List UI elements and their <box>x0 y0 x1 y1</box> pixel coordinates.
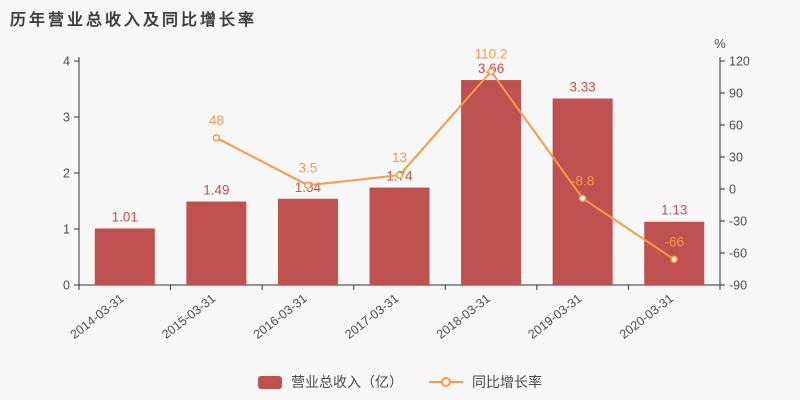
legend-label: 同比增长率 <box>472 374 542 390</box>
chart-svg: 0 1 2 3 4 120 90 60 30 0 -30 -60 -90% 2014-03-31 2015-… <box>63 36 750 342</box>
bar-value-label: 1.01 <box>112 209 138 224</box>
bar-value-label: 1.13 <box>661 203 687 218</box>
line-dot-icon <box>429 376 463 389</box>
revenue-bar[interactable] <box>277 198 338 285</box>
left-axis-tick-label: 2 <box>63 167 70 181</box>
line-value-label: -66 <box>664 234 684 249</box>
right-axis-tick-label: -60 <box>729 247 747 261</box>
left-axis-tick-label: 1 <box>63 223 70 237</box>
growth-line-point[interactable] <box>670 255 678 264</box>
right-axis-tick-label: 90 <box>729 87 743 101</box>
legend-item-revenue[interactable]: 营业总收入（亿） <box>258 372 403 392</box>
bar-value-label: 3.33 <box>570 80 596 95</box>
x-axis-category-label: 2018-03-31 <box>434 291 493 341</box>
growth-line <box>215 70 675 261</box>
right-axis-tick-label: -30 <box>729 215 747 229</box>
legend-item-growth[interactable]: 同比增长率 <box>429 372 542 392</box>
right-axis-tick-label: 30 <box>729 151 743 165</box>
left-axis-tick-label: 3 <box>63 111 70 125</box>
x-axis-category-label: 2017-03-31 <box>342 291 401 341</box>
revenue-bar[interactable] <box>644 221 705 285</box>
right-axis-unit-label: % <box>714 36 726 51</box>
chart-title: 历年营业总收入及同比增长率 <box>10 12 258 29</box>
growth-line-point[interactable] <box>578 194 587 203</box>
revenue-bar[interactable] <box>369 187 430 285</box>
legend: 营业总收入（亿） 同比增长率 <box>0 372 800 392</box>
growth-line-point[interactable] <box>487 67 495 76</box>
line-value-label: 48 <box>209 113 224 128</box>
growth-line-point[interactable] <box>395 171 404 179</box>
x-axis-category-label: 2019-03-31 <box>525 291 584 341</box>
right-axis-tick-label: -90 <box>729 279 747 293</box>
x-axis-category-label: 2020-03-31 <box>617 291 676 341</box>
legend-label: 营业总收入（亿） <box>291 374 403 390</box>
revenue-bar[interactable] <box>186 201 247 285</box>
x-axis-category-label: 2014-03-31 <box>68 291 127 341</box>
line-value-label: 3.5 <box>299 160 318 175</box>
right-axis-tick-label: 60 <box>729 119 743 133</box>
line-value-label: -8.8 <box>571 173 594 188</box>
left-axis-tick-label: 4 <box>63 55 70 69</box>
revenue-bar[interactable] <box>552 98 613 286</box>
right-axis-tick-label: 0 <box>729 183 736 197</box>
x-axis-category-label: 2015-03-31 <box>159 291 218 341</box>
line-value-label: 110.2 <box>475 46 508 61</box>
growth-line-point[interactable] <box>212 134 221 142</box>
revenue-bar[interactable] <box>461 80 522 285</box>
revenue-bar[interactable] <box>94 228 155 285</box>
bar-swatch-icon <box>258 375 282 389</box>
right-axis-tick-label: 120 <box>729 55 750 69</box>
growth-line-point[interactable] <box>304 181 312 190</box>
left-axis-tick-label: 0 <box>63 279 70 293</box>
line-value-label: 13 <box>392 150 407 165</box>
bar-value-label: 1.49 <box>203 183 229 198</box>
x-axis-category-label: 2016-03-31 <box>251 291 310 341</box>
